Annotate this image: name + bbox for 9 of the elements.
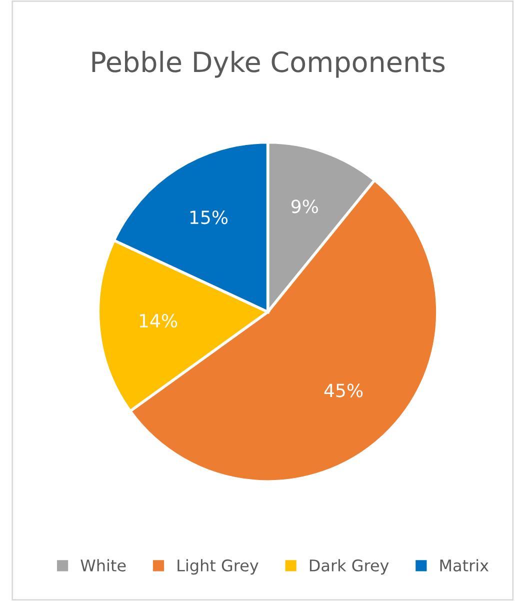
data-label: 15% (190, 210, 228, 224)
legend-label: Matrix (440, 559, 489, 572)
data-label: 45% (324, 384, 363, 398)
chart-title: Pebble Dyke Components (92, 50, 445, 78)
data-label: 14% (140, 314, 178, 328)
data-label: 9% (291, 200, 318, 214)
legend-label: White (80, 559, 126, 572)
legend-label: Dark Grey (310, 559, 389, 575)
legend-label: Light Grey (178, 559, 258, 575)
